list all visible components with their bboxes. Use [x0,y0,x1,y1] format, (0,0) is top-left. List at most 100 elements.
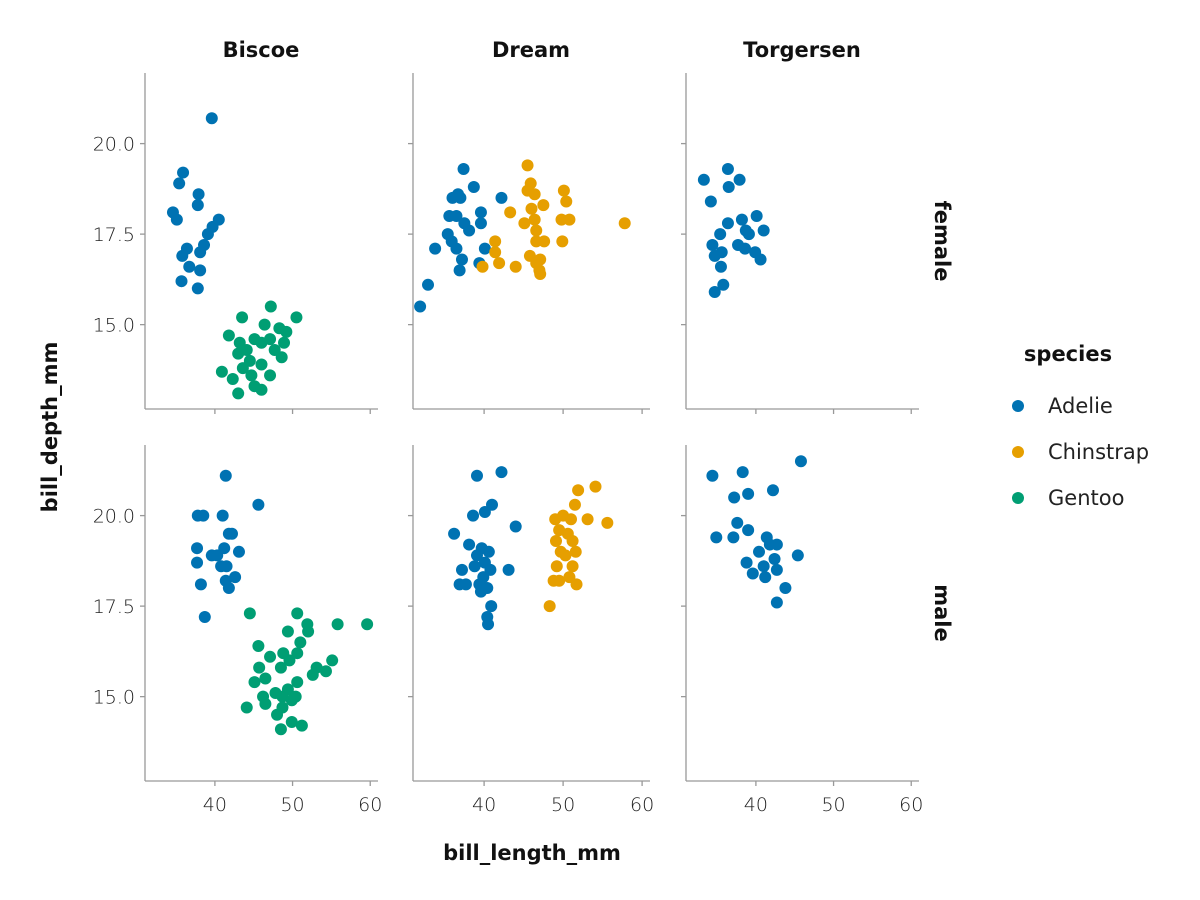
point-gentoo [306,668,319,681]
point-gentoo [281,625,294,638]
legend-marker-chinstrap [1012,446,1024,458]
y-tick-label: 20.0 [93,506,135,528]
point-adelie [478,242,491,255]
point-gentoo [264,300,277,313]
point-gentoo [295,719,308,732]
point-adelie [191,282,204,295]
point-chinstrap [565,513,577,526]
point-gentoo [285,694,298,707]
facet-title-torgersen: Torgersen [743,38,861,62]
point-chinstrap [569,545,582,558]
point-chinstrap [538,235,551,248]
point-adelie [495,191,508,204]
y-tick-label: 15.0 [93,687,135,709]
point-gentoo [236,311,249,324]
point-adelie [509,520,522,533]
point-chinstrap [553,574,566,587]
point-gentoo [319,665,332,678]
point-gentoo [291,647,304,660]
panel-dream-female [408,73,650,414]
point-adelie [194,578,207,591]
point-gentoo [264,369,277,382]
point-gentoo [331,618,344,631]
panels: 15.0 17.5 20.0 40 50 60 15.0 17.5 20.0 40 50 60 40 50… [93,73,923,816]
point-adelie [740,556,753,569]
point-chinstrap [530,224,543,237]
point-adelie [173,177,186,190]
point-chinstrap [528,188,541,201]
point-adelie [495,466,508,479]
point-gentoo [285,715,298,728]
point-gentoo [215,365,228,378]
point-adelie [478,505,491,518]
point-gentoo [291,676,304,689]
point-adelie [728,491,741,504]
point-adelie [197,509,210,522]
point-adelie [463,538,476,551]
point-adelie [176,249,189,262]
point-adelie [194,264,207,277]
point-gentoo [240,343,253,356]
point-adelie [470,469,483,482]
point-adelie [453,264,466,277]
x-tick-label: 50 [280,794,304,816]
x-tick-label: 60 [630,794,654,816]
legend-marker-adelie [1012,400,1024,412]
point-adelie [794,455,807,468]
point-adelie [742,524,755,537]
point-chinstrap [581,513,594,526]
point-adelie [459,578,472,591]
legend-title: species [1024,342,1112,366]
point-gentoo [255,358,268,371]
point-adelie [454,191,467,204]
point-adelie [502,563,515,576]
point-adelie [450,242,463,255]
point-adelie [721,162,734,175]
facet-row-male: male [930,584,954,642]
point-gentoo [232,387,245,400]
legend-marker-gentoo [1012,492,1024,504]
point-adelie [754,253,767,266]
point-adelie [448,527,461,540]
point-chinstrap [509,260,522,273]
point-adelie [467,181,480,194]
point-adelie [742,228,755,241]
point-adelie [470,549,483,562]
point-adelie [170,213,183,226]
point-adelie [222,527,235,540]
point-adelie [232,545,245,558]
facet-title-dream: Dream [492,38,570,62]
point-adelie [252,498,265,511]
facet-title-biscoe: Biscoe [223,38,300,62]
point-adelie [467,509,480,522]
point-adelie [205,112,218,125]
y-tick-label: 15.0 [93,315,135,337]
point-chinstrap [489,246,502,259]
point-adelie [717,278,730,291]
point-gentoo [259,697,272,710]
point-gentoo [276,701,289,714]
point-adelie [175,275,188,288]
point-chinstrap [504,206,517,219]
legend-label-chinstrap: Chinstrap [1048,440,1149,464]
point-chinstrap [543,600,556,613]
legend: species Adelie Chinstrap Gentoo [1012,342,1149,510]
point-adelie [177,166,190,179]
x-tick-label: 60 [899,794,923,816]
point-adelie [710,531,723,544]
point-adelie [704,195,717,208]
point-gentoo [294,636,307,649]
x-tick-label: 50 [821,794,845,816]
point-adelie [457,162,470,175]
point-adelie [791,549,804,562]
point-adelie [706,469,719,482]
point-adelie [455,563,468,576]
point-adelie [770,596,783,609]
point-gentoo [264,333,277,346]
point-adelie [735,213,748,226]
y-tick-label: 17.5 [93,596,135,618]
point-adelie [220,560,233,573]
panel-torgersen-female [681,73,919,414]
point-chinstrap [537,199,550,212]
point-gentoo [236,362,249,375]
